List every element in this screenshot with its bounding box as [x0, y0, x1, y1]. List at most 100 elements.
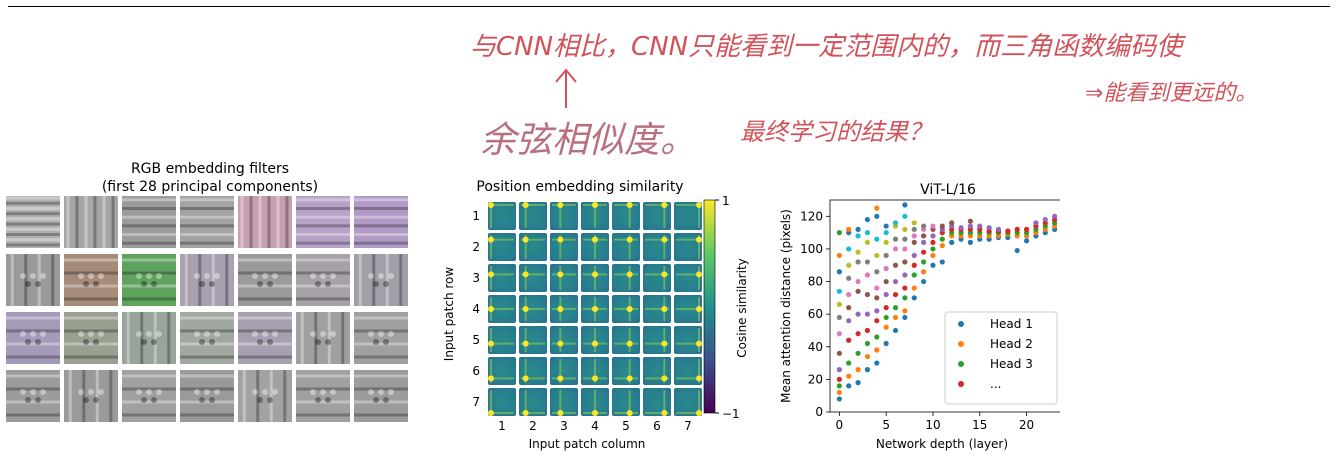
attention-distance-point — [911, 262, 917, 268]
rgb-filter-tile — [180, 370, 234, 422]
attention-distance-point — [874, 252, 880, 259]
attention-distance-point — [883, 239, 889, 245]
attention-distance-point — [911, 226, 917, 232]
rgb-filter-tile — [122, 370, 176, 422]
attention-distance-xtick: 20 — [1019, 418, 1034, 432]
attention-distance-point — [902, 226, 908, 232]
attention-distance-point — [864, 311, 871, 317]
attention-distance-point — [892, 262, 899, 268]
attention-distance-point — [855, 233, 861, 239]
attention-distance-point — [836, 301, 842, 307]
handwritten-annotations: 与CNN相比，CNN只能看到一定范围内的，而三角函数编码使 ⇒能看到更远的。 余… — [470, 32, 1257, 161]
attention-distance-point — [836, 383, 842, 389]
rgb-filter-tile — [238, 312, 292, 364]
rgb-filter-tile — [354, 254, 408, 306]
position-similarity-tile — [519, 202, 547, 230]
colorbar-min-label: −1 — [722, 407, 740, 421]
handwritten-arrow — [555, 68, 577, 108]
position-similarity-tile — [488, 202, 516, 230]
legend-label: ... — [990, 377, 1001, 391]
attention-distance-point — [864, 239, 871, 245]
legend-marker — [958, 321, 964, 327]
attention-distance-point — [846, 246, 852, 252]
position-similarity-ytick: 4 — [472, 302, 480, 316]
attention-distance-point — [864, 259, 871, 265]
attention-distance-point — [892, 278, 899, 285]
rgb-filter-tile — [122, 254, 176, 306]
rgb-filter-tile — [6, 370, 60, 422]
attention-distance-point — [836, 314, 842, 321]
position-similarity-ytick: 1 — [472, 209, 480, 223]
attention-distance-point — [911, 252, 917, 259]
attention-distance-point — [977, 223, 983, 229]
attention-distance-point — [902, 285, 908, 291]
attention-distance-point — [864, 272, 871, 278]
attention-distance-point — [892, 220, 899, 226]
position-similarity-tile — [550, 202, 578, 230]
attention-distance-point — [921, 239, 927, 245]
attention-distance-point — [836, 288, 842, 294]
position-similarity-tile — [519, 264, 547, 292]
position-similarity-tile — [643, 388, 671, 416]
position-similarity-tile — [643, 295, 671, 323]
rgb-filter-tile — [64, 370, 118, 422]
attention-distance-point — [846, 383, 852, 389]
position-similarity-tile — [488, 388, 516, 416]
legend-label: Head 1 — [990, 317, 1033, 331]
attention-distance-point — [855, 331, 861, 337]
attention-distance-point — [911, 239, 917, 245]
position-similarity-ytick: 5 — [472, 333, 480, 347]
attention-distance-point — [939, 243, 945, 249]
attention-distance-ytick: 60 — [808, 307, 823, 321]
attention-distance-point — [1052, 213, 1058, 219]
position-similarity-tile — [643, 326, 671, 354]
position-similarity-colorbar — [703, 199, 716, 414]
position-similarity-tile — [643, 202, 671, 230]
attention-distance-point — [864, 230, 871, 236]
attention-distance-point — [864, 353, 871, 360]
attention-distance-point — [1023, 226, 1030, 232]
attention-distance-xtick: 0 — [836, 418, 844, 432]
attention-distance-ytick: 100 — [800, 242, 823, 256]
attention-distance-point — [967, 223, 973, 229]
attention-distance-point — [855, 278, 861, 285]
position-similarity-tile — [488, 233, 516, 261]
attention-distance-point — [874, 213, 880, 219]
rgb-filter-tile — [296, 370, 350, 422]
rgb-filters-title-line2: (first 28 principal components) — [101, 179, 319, 195]
legend-marker — [958, 381, 964, 387]
attention-distance-point — [846, 275, 852, 281]
attention-distance-chart: ViT-L/16 0 20 40 60 80 100 120 0 5 10 15 20 Mean at… — [779, 182, 1060, 451]
position-similarity-tile — [519, 388, 547, 416]
attention-distance-point — [846, 360, 852, 366]
rgb-filter-tile — [238, 370, 292, 422]
position-similarity-title: Position embedding similarity — [476, 179, 684, 195]
attention-distance-xlabel: Network depth (layer) — [876, 437, 1008, 451]
attention-distance-point — [892, 236, 899, 242]
attention-distance-point — [892, 246, 899, 252]
attention-distance-point — [930, 262, 936, 268]
position-similarity-xtick: 2 — [529, 419, 537, 433]
attention-distance-point — [930, 246, 936, 252]
attention-distance-point — [902, 246, 908, 252]
attention-distance-point — [874, 236, 880, 242]
position-similarity-tile — [674, 233, 702, 261]
rgb-filter-tile — [64, 196, 118, 248]
attention-distance-point — [939, 223, 945, 229]
position-similarity-tile — [581, 202, 609, 230]
attention-distance-point — [855, 288, 861, 294]
attention-distance-point — [864, 340, 871, 347]
rgb-filter-tile — [296, 254, 350, 306]
attention-distance-point — [1005, 228, 1011, 234]
attention-distance-point — [874, 308, 880, 314]
attention-distance-point — [902, 202, 908, 208]
position-similarity-xtick: 7 — [684, 419, 692, 433]
attention-distance-point — [836, 396, 842, 402]
attention-distance-point — [921, 249, 927, 255]
attention-distance-point — [864, 327, 871, 334]
position-similarity-tile — [550, 388, 578, 416]
position-similarity-tile — [550, 357, 578, 385]
rgb-filter-tile — [180, 312, 234, 364]
position-similarity-tile — [643, 264, 671, 292]
attention-distance-point — [1033, 220, 1039, 226]
